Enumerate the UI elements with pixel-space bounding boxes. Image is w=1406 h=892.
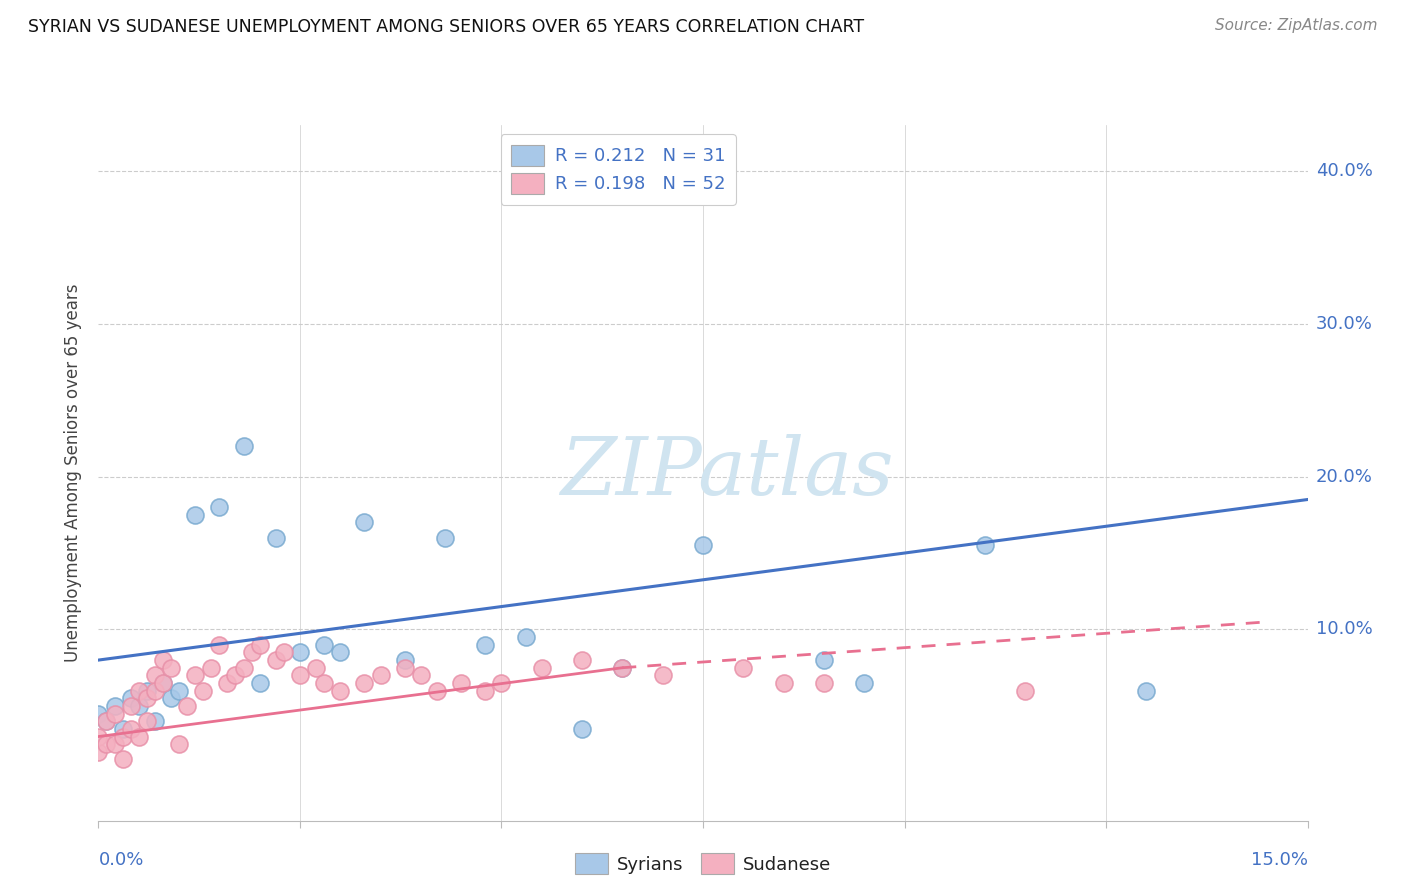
Point <box>135 714 157 729</box>
Text: ZIPatlas: ZIPatlas <box>561 434 894 511</box>
Point <box>152 676 174 690</box>
Point <box>612 661 634 675</box>
Point <box>249 676 271 690</box>
Point <box>314 676 336 690</box>
Point <box>353 676 375 690</box>
Point <box>103 737 125 751</box>
Point <box>426 683 449 698</box>
Point <box>167 737 190 751</box>
Y-axis label: Unemployment Among Seniors over 65 years: Unemployment Among Seniors over 65 years <box>65 284 83 662</box>
Point <box>515 630 537 644</box>
Point <box>491 676 513 690</box>
Text: 20.0%: 20.0% <box>1316 467 1372 485</box>
Point <box>200 661 222 675</box>
Point <box>152 653 174 667</box>
Point <box>853 676 876 690</box>
Point <box>224 668 246 682</box>
Point <box>128 730 150 744</box>
Point <box>288 645 311 659</box>
Point <box>1014 683 1036 698</box>
Point <box>353 516 375 530</box>
Point <box>167 683 190 698</box>
Point <box>264 531 287 545</box>
Point <box>111 730 134 744</box>
Point <box>571 722 593 736</box>
Point <box>96 714 118 729</box>
Point <box>176 698 198 713</box>
Point <box>87 745 110 759</box>
Point <box>103 706 125 721</box>
Point <box>87 706 110 721</box>
Point <box>450 676 472 690</box>
Point <box>103 698 125 713</box>
Point <box>329 683 352 698</box>
Text: 15.0%: 15.0% <box>1250 851 1308 869</box>
Point <box>733 661 755 675</box>
Point <box>813 676 835 690</box>
Point <box>370 668 392 682</box>
Text: 10.0%: 10.0% <box>1316 621 1372 639</box>
Point <box>217 676 239 690</box>
Point <box>474 683 496 698</box>
Point <box>240 645 263 659</box>
Point <box>813 653 835 667</box>
Point <box>651 668 673 682</box>
Point <box>143 683 166 698</box>
Text: 40.0%: 40.0% <box>1316 161 1372 180</box>
Point <box>474 638 496 652</box>
Point <box>208 638 231 652</box>
Point <box>612 661 634 675</box>
Point <box>232 661 254 675</box>
Point <box>772 676 794 690</box>
Point <box>305 661 328 675</box>
Legend: Syrians, Sudanese: Syrians, Sudanese <box>568 846 838 881</box>
Point <box>152 676 174 690</box>
Point <box>143 714 166 729</box>
Point <box>232 439 254 453</box>
Point <box>96 737 118 751</box>
Text: 0.0%: 0.0% <box>98 851 143 869</box>
Point <box>120 698 142 713</box>
Point <box>434 531 457 545</box>
Point <box>264 653 287 667</box>
Text: Source: ZipAtlas.com: Source: ZipAtlas.com <box>1215 18 1378 33</box>
Point <box>143 668 166 682</box>
Point <box>273 645 295 659</box>
Point <box>692 538 714 552</box>
Point <box>208 500 231 515</box>
Point <box>87 730 110 744</box>
Point <box>128 683 150 698</box>
Point <box>160 661 183 675</box>
Text: SYRIAN VS SUDANESE UNEMPLOYMENT AMONG SENIORS OVER 65 YEARS CORRELATION CHART: SYRIAN VS SUDANESE UNEMPLOYMENT AMONG SE… <box>28 18 865 36</box>
Point <box>394 661 416 675</box>
Point <box>530 661 553 675</box>
Point <box>394 653 416 667</box>
Point <box>184 668 207 682</box>
Point <box>288 668 311 682</box>
Point <box>314 638 336 652</box>
Point <box>571 653 593 667</box>
Point <box>193 683 215 698</box>
Point <box>111 752 134 766</box>
Point <box>120 722 142 736</box>
Point <box>135 691 157 706</box>
Point <box>184 508 207 522</box>
Point <box>128 698 150 713</box>
Point <box>111 722 134 736</box>
Point <box>1135 683 1157 698</box>
Point <box>329 645 352 659</box>
Point <box>249 638 271 652</box>
Point <box>135 683 157 698</box>
Point <box>409 668 432 682</box>
Point <box>974 538 997 552</box>
Point <box>120 691 142 706</box>
Point <box>160 691 183 706</box>
Point <box>96 714 118 729</box>
Text: 30.0%: 30.0% <box>1316 315 1372 333</box>
